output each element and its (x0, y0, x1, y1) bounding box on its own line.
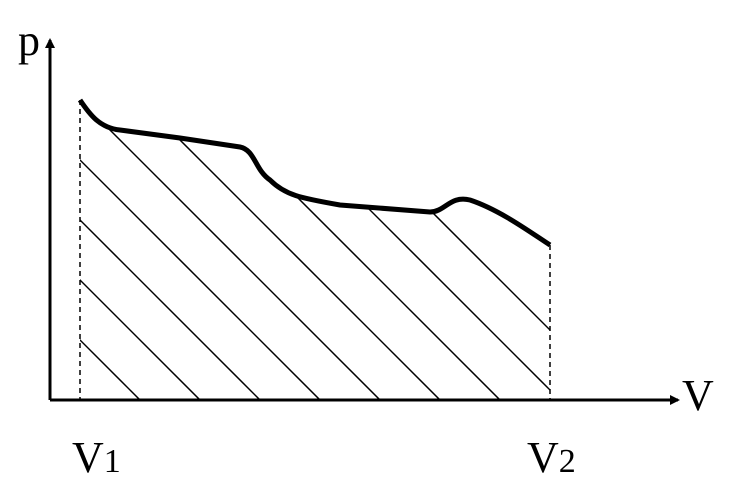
v1-base: V (72, 433, 104, 482)
y-axis-label: p (18, 16, 40, 65)
hatching (0, 0, 550, 450)
v2-subscript: 2 (559, 443, 576, 480)
process-curve (77, 98, 552, 248)
v2-base: V (527, 433, 559, 482)
hatch-line (99, 100, 550, 400)
hatch-line (0, 0, 70, 450)
hatch-line (80, 100, 371, 400)
hatch-line (80, 100, 251, 400)
hatch-line (80, 100, 431, 400)
hatch-line (159, 100, 550, 400)
hatch-line (80, 100, 131, 400)
hatch-line (80, 100, 311, 400)
hatch-line (80, 100, 491, 400)
v1-label: V1 (72, 433, 121, 482)
x-axis-label: V (682, 371, 714, 420)
hatch-line (80, 100, 191, 400)
hatch-line (219, 100, 550, 400)
v2-label: V2 (527, 433, 576, 482)
v1-subscript: 1 (104, 443, 121, 480)
